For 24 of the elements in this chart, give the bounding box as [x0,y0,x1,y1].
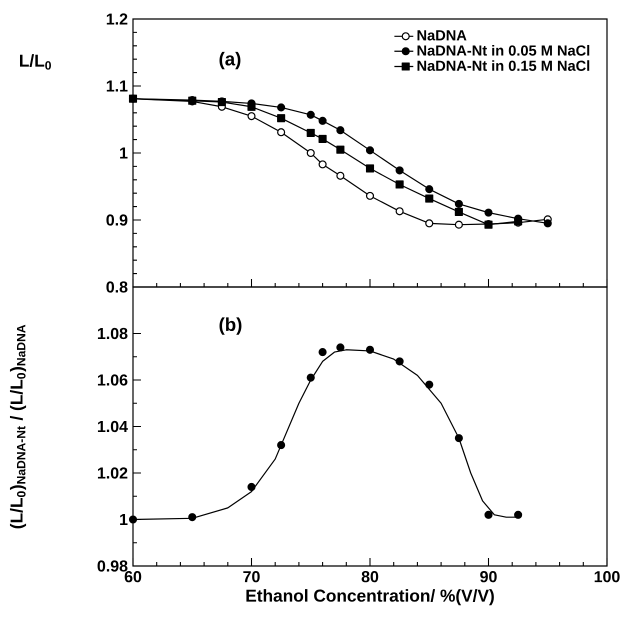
x-tick-label: 60 [124,571,142,582]
y-tick-label: 1 [120,514,128,525]
x-tick-label: 100 [594,571,620,582]
x-tick-label: 80 [362,571,378,582]
y-tick-label: 0.9 [106,214,128,226]
y-tick-label: 0.8 [106,281,128,293]
y-tick-label: 1.08 [98,328,128,340]
y-tick-label: 1.06 [98,374,128,386]
annotation: (b) [220,317,242,335]
y-tick-label: 1.04 [98,420,128,432]
y-tick-label: 1.1 [106,80,128,92]
legend-label: NaDNA [418,30,466,40]
legend-label: NaDNA-Nt in 0.15 M NaCl [418,60,590,71]
x-axis-title: Ethanol Concentration/ %(V/V) [246,589,494,606]
y-tick-label: 1.2 [106,13,128,25]
annotation: (a) [220,52,240,70]
y-axis-title: L/L$_{0}$ [20,54,51,70]
y-tick-label: 0.98 [98,560,128,572]
x-tick-label: 70 [243,571,260,582]
y-axis-title: (L/L$_{0}$)$_{NaDNA-Nt}$ / (L/L$_{0}$)$_{NaDNA}$ [10,324,26,528]
y-tick-label: 1 [120,148,128,158]
x-tick-label: 90 [480,571,497,582]
legend-label: NaDNA-Nt in 0.05 M NaCl [418,44,590,56]
y-tick-label: 1.02 [98,467,128,479]
